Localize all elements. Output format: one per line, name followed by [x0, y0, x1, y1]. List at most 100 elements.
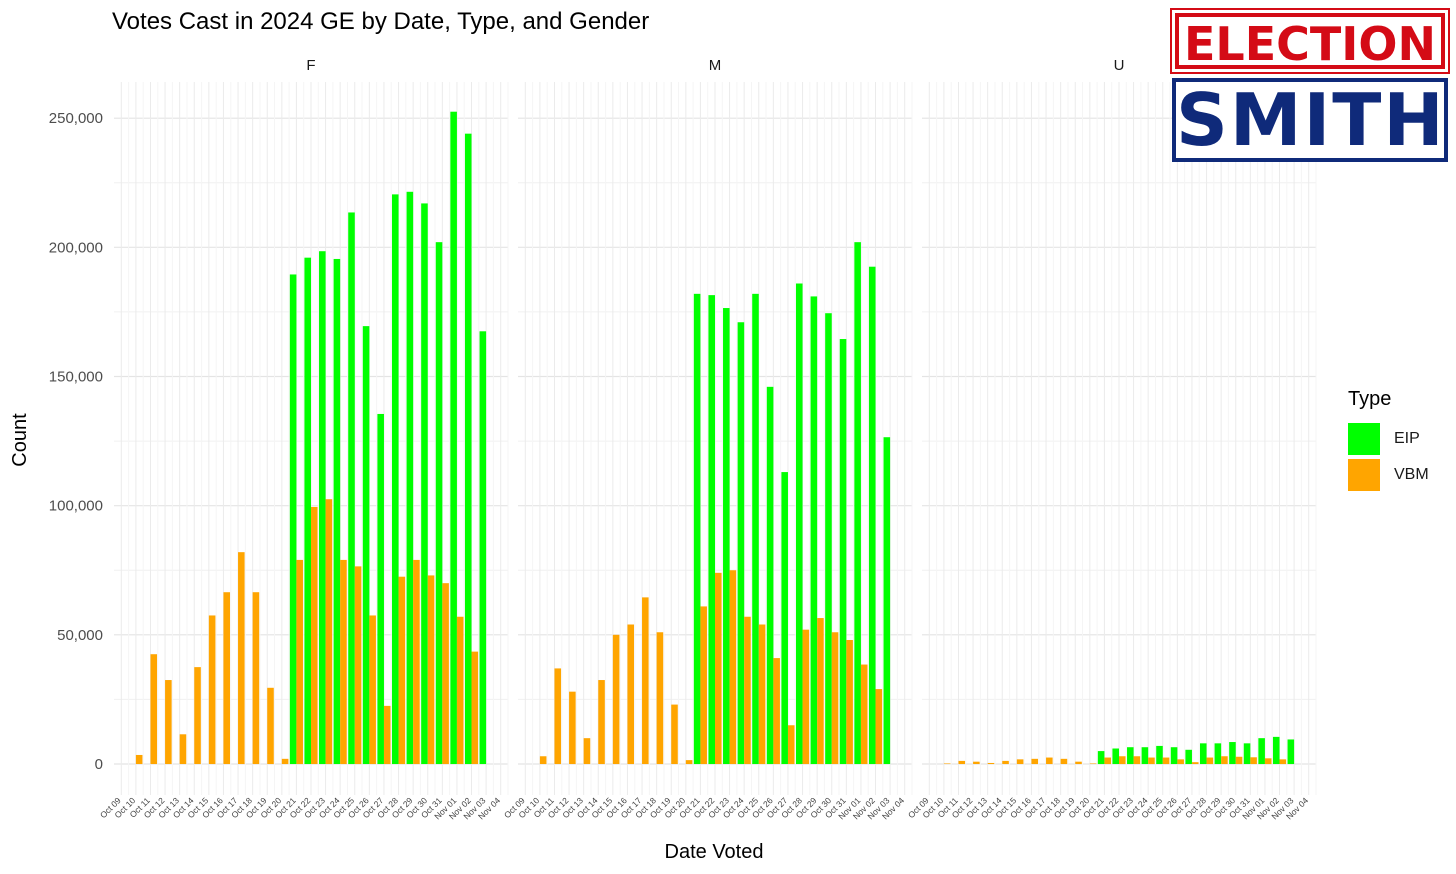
bar-f-eip	[348, 212, 355, 765]
bar-f-eip	[450, 111, 457, 765]
bar-u-vbm	[1206, 757, 1214, 764]
bar-u-eip	[1287, 739, 1295, 764]
bar-m-vbm	[744, 616, 751, 764]
legend-item-vbm: VBM	[1348, 457, 1429, 493]
bar-m-eip	[854, 242, 861, 764]
bar-u-vbm	[1279, 759, 1287, 764]
bar-m-vbm	[715, 572, 722, 764]
bar-f-eip	[333, 258, 341, 764]
bar-m-vbm	[758, 624, 766, 764]
bar-f-vbm	[354, 566, 362, 764]
bar-u-eip	[1272, 736, 1280, 764]
bar-f-vbm	[340, 559, 347, 764]
bar-f-vbm	[252, 592, 260, 764]
bar-u-vbm	[1119, 756, 1126, 764]
bar-u-eip	[1156, 745, 1163, 764]
legend-title: Type	[1348, 388, 1392, 410]
logo-top-banner: ELECTION	[1170, 8, 1450, 74]
bar-u-eip	[1258, 738, 1265, 764]
bar-m-vbm	[656, 632, 664, 764]
legend-item-eip: EIP	[1348, 421, 1429, 457]
bar-u-eip	[1141, 747, 1149, 764]
bar-m-vbm	[802, 629, 810, 764]
legend-swatch-eip	[1348, 423, 1380, 455]
bar-u-eip	[1097, 751, 1105, 764]
bar-m-eip	[708, 295, 715, 764]
bar-u-vbm	[1016, 759, 1024, 764]
bar-f-vbm	[267, 687, 274, 764]
election-smith-logo: ELECTION SMITH	[1170, 8, 1450, 162]
bar-u-vbm	[1031, 758, 1039, 764]
bar-m-eip	[723, 308, 730, 764]
bar-m-eip	[752, 293, 759, 764]
bar-m-vbm	[773, 658, 780, 764]
bar-u-vbm	[1089, 763, 1097, 764]
bar-f-vbm	[413, 559, 420, 764]
bar-m-vbm	[598, 680, 605, 764]
bar-f-vbm	[296, 559, 303, 764]
bar-u-vbm	[943, 763, 951, 764]
bar-f-vbm	[383, 705, 391, 764]
bar-u-eip	[1229, 742, 1236, 764]
bar-m-vbm	[729, 570, 737, 764]
bar-u-vbm	[958, 760, 966, 764]
bar-u-vbm	[1046, 757, 1053, 764]
bar-u-eip	[1170, 747, 1178, 764]
bar-m-eip	[810, 296, 818, 764]
bar-f-eip	[289, 274, 297, 764]
bar-f-vbm	[398, 576, 406, 764]
bar-m-vbm	[700, 606, 707, 764]
bar-m-eip	[868, 266, 876, 764]
chart-title: Votes Cast in 2024 GE by Date, Type, and…	[112, 8, 650, 35]
bar-f-vbm	[194, 667, 201, 764]
bar-m-eip	[693, 293, 701, 764]
bar-u-vbm	[987, 762, 995, 764]
bar-m-vbm	[685, 760, 693, 764]
bar-m-eip	[795, 283, 803, 764]
bar-u-vbm	[1235, 756, 1243, 764]
bar-m-vbm	[569, 691, 576, 764]
logo-top-text: ELECTION	[1183, 17, 1437, 71]
bar-f-eip	[479, 331, 487, 764]
bar-f-vbm	[165, 680, 172, 764]
bar-m-vbm	[817, 618, 824, 764]
bar-m-eip	[883, 437, 891, 764]
bar-m-eip	[825, 313, 832, 764]
bar-f-vbm	[427, 575, 435, 764]
y-tick-label: 150,000	[49, 369, 103, 386]
bar-u-vbm	[973, 761, 980, 764]
bar-m-vbm	[539, 756, 547, 764]
bar-f-eip	[377, 413, 384, 764]
bar-f-vbm	[471, 651, 479, 764]
logo-bottom-banner: SMITH	[1172, 78, 1448, 162]
bar-u-vbm	[1162, 757, 1170, 764]
bar-f-vbm	[179, 734, 187, 764]
bar-u-eip	[1112, 748, 1119, 764]
bar-m-vbm	[846, 640, 853, 764]
bar-u-eip	[1199, 743, 1207, 764]
x-axis-title: Date Voted	[665, 841, 764, 863]
bar-m-eip	[766, 386, 774, 764]
bar-m-eip	[839, 339, 847, 764]
bar-f-vbm	[456, 616, 464, 764]
bar-f-vbm	[442, 583, 449, 764]
bar-f-vbm	[311, 506, 318, 764]
bar-u-vbm	[1002, 760, 1009, 764]
bar-m-vbm	[860, 664, 868, 764]
y-tick-label: 50,000	[57, 627, 103, 644]
bar-u-vbm	[1191, 762, 1199, 764]
bar-f-vbm	[325, 499, 333, 764]
legend-label-vbm: VBM	[1394, 466, 1429, 483]
legend-swatch-vbm	[1348, 459, 1380, 491]
bar-u-eip	[1243, 743, 1251, 764]
bar-f-eip	[464, 133, 472, 764]
bar-f-vbm	[223, 592, 231, 764]
bar-f-eip	[391, 194, 399, 764]
bar-u-vbm	[1133, 756, 1141, 764]
bar-f-eip	[319, 251, 326, 765]
bar-u-vbm	[1221, 756, 1228, 764]
bar-u-eip	[1127, 747, 1134, 764]
bar-f-vbm	[281, 758, 289, 764]
bar-m-vbm	[612, 634, 620, 764]
